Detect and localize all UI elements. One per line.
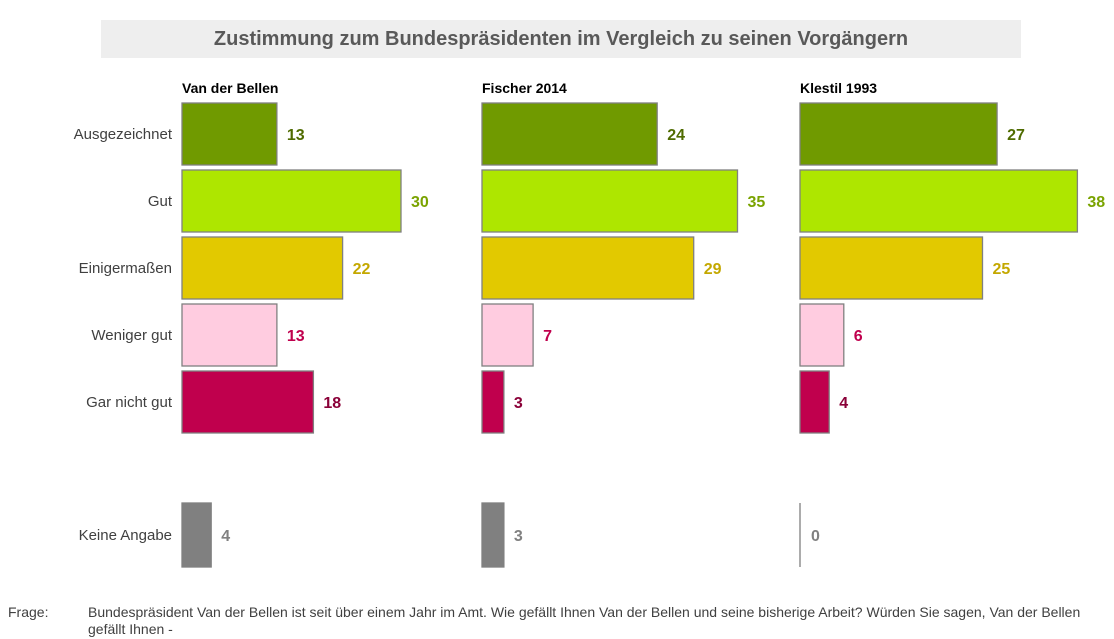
data-label: 6 <box>854 328 863 345</box>
footnote-label: Frage: <box>8 604 49 620</box>
category-label: Keine Angabe <box>79 527 172 544</box>
bar <box>181 303 278 367</box>
data-label: 27 <box>1007 127 1025 144</box>
data-label: 3 <box>514 395 523 412</box>
data-label: 4 <box>221 528 230 545</box>
bar <box>799 236 984 300</box>
category-label: Ausgezeichnet <box>74 126 173 143</box>
bar <box>799 102 998 166</box>
data-label: 4 <box>839 395 848 412</box>
data-label: 18 <box>323 395 341 412</box>
bar <box>799 303 845 367</box>
data-label: 0 <box>811 528 820 545</box>
bar <box>799 169 1079 233</box>
data-label: 29 <box>704 261 722 278</box>
data-label: 22 <box>353 261 371 278</box>
bar <box>799 370 830 434</box>
panel-title: Fischer 2014 <box>482 80 567 96</box>
data-label: 7 <box>543 328 552 345</box>
bar <box>481 169 739 233</box>
bar-chart: Ausgezeichnet Gut Einigermaßen Weniger gut G… <box>74 80 1105 568</box>
data-label: 3 <box>514 528 523 545</box>
bar <box>181 502 212 568</box>
category-label: Gut <box>148 193 173 210</box>
category-label: Gar nicht gut <box>86 394 173 411</box>
panel-title: Klestil 1993 <box>800 80 877 96</box>
bar <box>481 303 534 367</box>
data-label: 24 <box>667 127 685 144</box>
bar <box>481 370 505 434</box>
bar <box>181 370 315 434</box>
bar <box>481 502 505 568</box>
category-label: Weniger gut <box>91 327 172 344</box>
bar <box>181 236 344 300</box>
category-label: Einigermaßen <box>79 260 172 277</box>
chart-title: Zustimmung zum Bundespräsidenten im Verg… <box>213 27 909 50</box>
panel-title: Van der Bellen <box>182 80 278 96</box>
bar <box>181 169 402 233</box>
bar <box>181 102 278 166</box>
data-label: 35 <box>748 194 766 211</box>
data-label: 38 <box>1087 194 1105 211</box>
data-label: 13 <box>287 328 305 345</box>
footnote-text: Bundespräsident Van der Bellen ist seit … <box>88 604 1081 637</box>
bar <box>481 236 695 300</box>
data-label: 25 <box>993 261 1011 278</box>
chart-title-bar: Zustimmung zum Bundespräsidenten im Verg… <box>101 20 1021 58</box>
data-label: 13 <box>287 127 305 144</box>
data-label: 30 <box>411 194 429 211</box>
bar <box>481 102 658 166</box>
